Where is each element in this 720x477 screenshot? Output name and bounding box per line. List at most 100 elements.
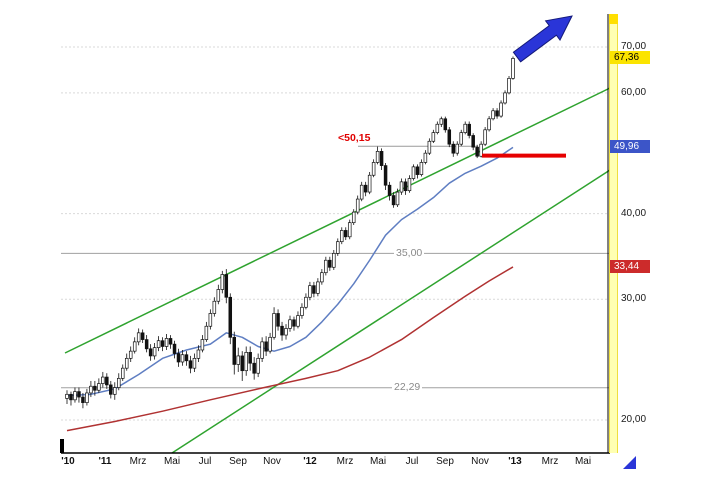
candle-body xyxy=(463,123,467,133)
candle-body xyxy=(77,391,81,398)
candle-body xyxy=(109,384,113,395)
trend-channel-upper-line xyxy=(64,87,611,354)
candle-body xyxy=(224,274,229,298)
candle-body xyxy=(117,378,121,388)
candle-body xyxy=(328,259,332,268)
candle-body xyxy=(204,325,209,340)
candle-body xyxy=(308,285,312,298)
time-tick-label: '12 xyxy=(303,456,317,467)
time-tick-label: Nov xyxy=(471,456,489,467)
candle-body xyxy=(180,354,185,363)
candle-body xyxy=(451,143,456,154)
candle-body xyxy=(419,162,424,175)
candle-body xyxy=(200,339,205,351)
candle-body xyxy=(172,343,177,354)
candle-body xyxy=(101,376,105,384)
candle-body xyxy=(379,151,384,166)
candle-body xyxy=(487,118,491,131)
candle-body xyxy=(415,166,420,175)
candle-body xyxy=(85,392,89,403)
candle-body xyxy=(371,162,376,176)
candle-body xyxy=(455,143,460,154)
candle-body xyxy=(152,347,157,357)
candle-body xyxy=(105,376,109,386)
candle-body xyxy=(336,241,340,254)
candle-body xyxy=(411,166,416,179)
candle-body xyxy=(479,143,483,157)
candle-body xyxy=(503,92,507,104)
candle-body xyxy=(220,274,225,290)
candle-body xyxy=(168,338,173,345)
candle-body xyxy=(447,129,452,145)
breakout-arrow-icon[interactable] xyxy=(512,15,573,63)
candle-body xyxy=(132,341,137,352)
candle-body xyxy=(511,58,515,79)
candle-body xyxy=(491,110,495,120)
trend-channel-lower-line xyxy=(171,169,611,454)
candle-body xyxy=(81,396,85,403)
candle-body xyxy=(391,195,396,206)
time-tick-label: Sep xyxy=(436,456,454,467)
candle-body xyxy=(304,296,308,308)
candle-body xyxy=(136,332,141,343)
candle-body xyxy=(248,351,252,364)
time-axis[interactable]: '10 '11 Mrz Mai Jul Sep Nov '12 Mrz Mai Jul Sep Nov '… xyxy=(0,456,720,472)
candle-body xyxy=(431,132,436,142)
candle-body xyxy=(256,357,260,374)
candle-body xyxy=(292,319,296,327)
candle-body xyxy=(280,325,284,336)
candle-body xyxy=(65,393,69,399)
candle-body xyxy=(423,152,428,163)
candle-body xyxy=(288,319,292,329)
candle-body xyxy=(284,328,288,336)
ma-slow-value-badge: 33,44 xyxy=(610,259,650,273)
trend-channel xyxy=(64,87,611,454)
candle-body xyxy=(399,181,404,193)
candle-body xyxy=(140,332,145,340)
candle-body xyxy=(260,341,264,359)
candle-body xyxy=(355,198,360,213)
candle-body xyxy=(232,336,237,365)
candle-body xyxy=(97,383,101,391)
candle-body xyxy=(347,222,352,238)
candle-body xyxy=(196,349,201,359)
candle-body xyxy=(467,123,471,136)
candle-body xyxy=(236,355,240,365)
candle-body xyxy=(228,296,233,338)
time-tick-label: Mai xyxy=(574,456,592,467)
candle-body xyxy=(73,391,77,401)
candle-body xyxy=(252,362,256,374)
time-tick-label: Mrz xyxy=(336,456,354,467)
time-tick-label: Sep xyxy=(229,456,247,467)
axis-strip xyxy=(609,14,618,453)
candle-body xyxy=(69,393,73,401)
candle-body xyxy=(156,340,161,348)
candle-body xyxy=(93,385,97,391)
candle-body xyxy=(272,313,276,338)
axis-strip-top-marker xyxy=(609,14,618,24)
candle-body xyxy=(216,289,221,302)
candle-body xyxy=(144,339,149,350)
time-tick-label: Jul xyxy=(405,456,419,467)
candle-body xyxy=(471,135,475,148)
candle-body xyxy=(367,174,372,193)
time-tick-label: Mai xyxy=(369,456,387,467)
candle-body xyxy=(300,306,304,316)
candle-body xyxy=(160,340,165,347)
candle-body xyxy=(192,357,197,369)
candle-body xyxy=(89,385,93,394)
candle-body xyxy=(188,360,193,369)
candle-body xyxy=(208,313,213,327)
corner-resize-icon[interactable] xyxy=(623,456,636,469)
overlays xyxy=(60,14,610,454)
candle-body xyxy=(363,184,368,193)
time-tick-label: '13 xyxy=(508,456,522,467)
time-tick-label: Mai xyxy=(163,456,181,467)
candle-body xyxy=(359,184,364,200)
candle-body xyxy=(124,357,129,369)
candle-body xyxy=(113,387,117,395)
candle-body xyxy=(427,140,432,154)
candle-body xyxy=(383,165,388,186)
candle-body xyxy=(475,146,479,157)
